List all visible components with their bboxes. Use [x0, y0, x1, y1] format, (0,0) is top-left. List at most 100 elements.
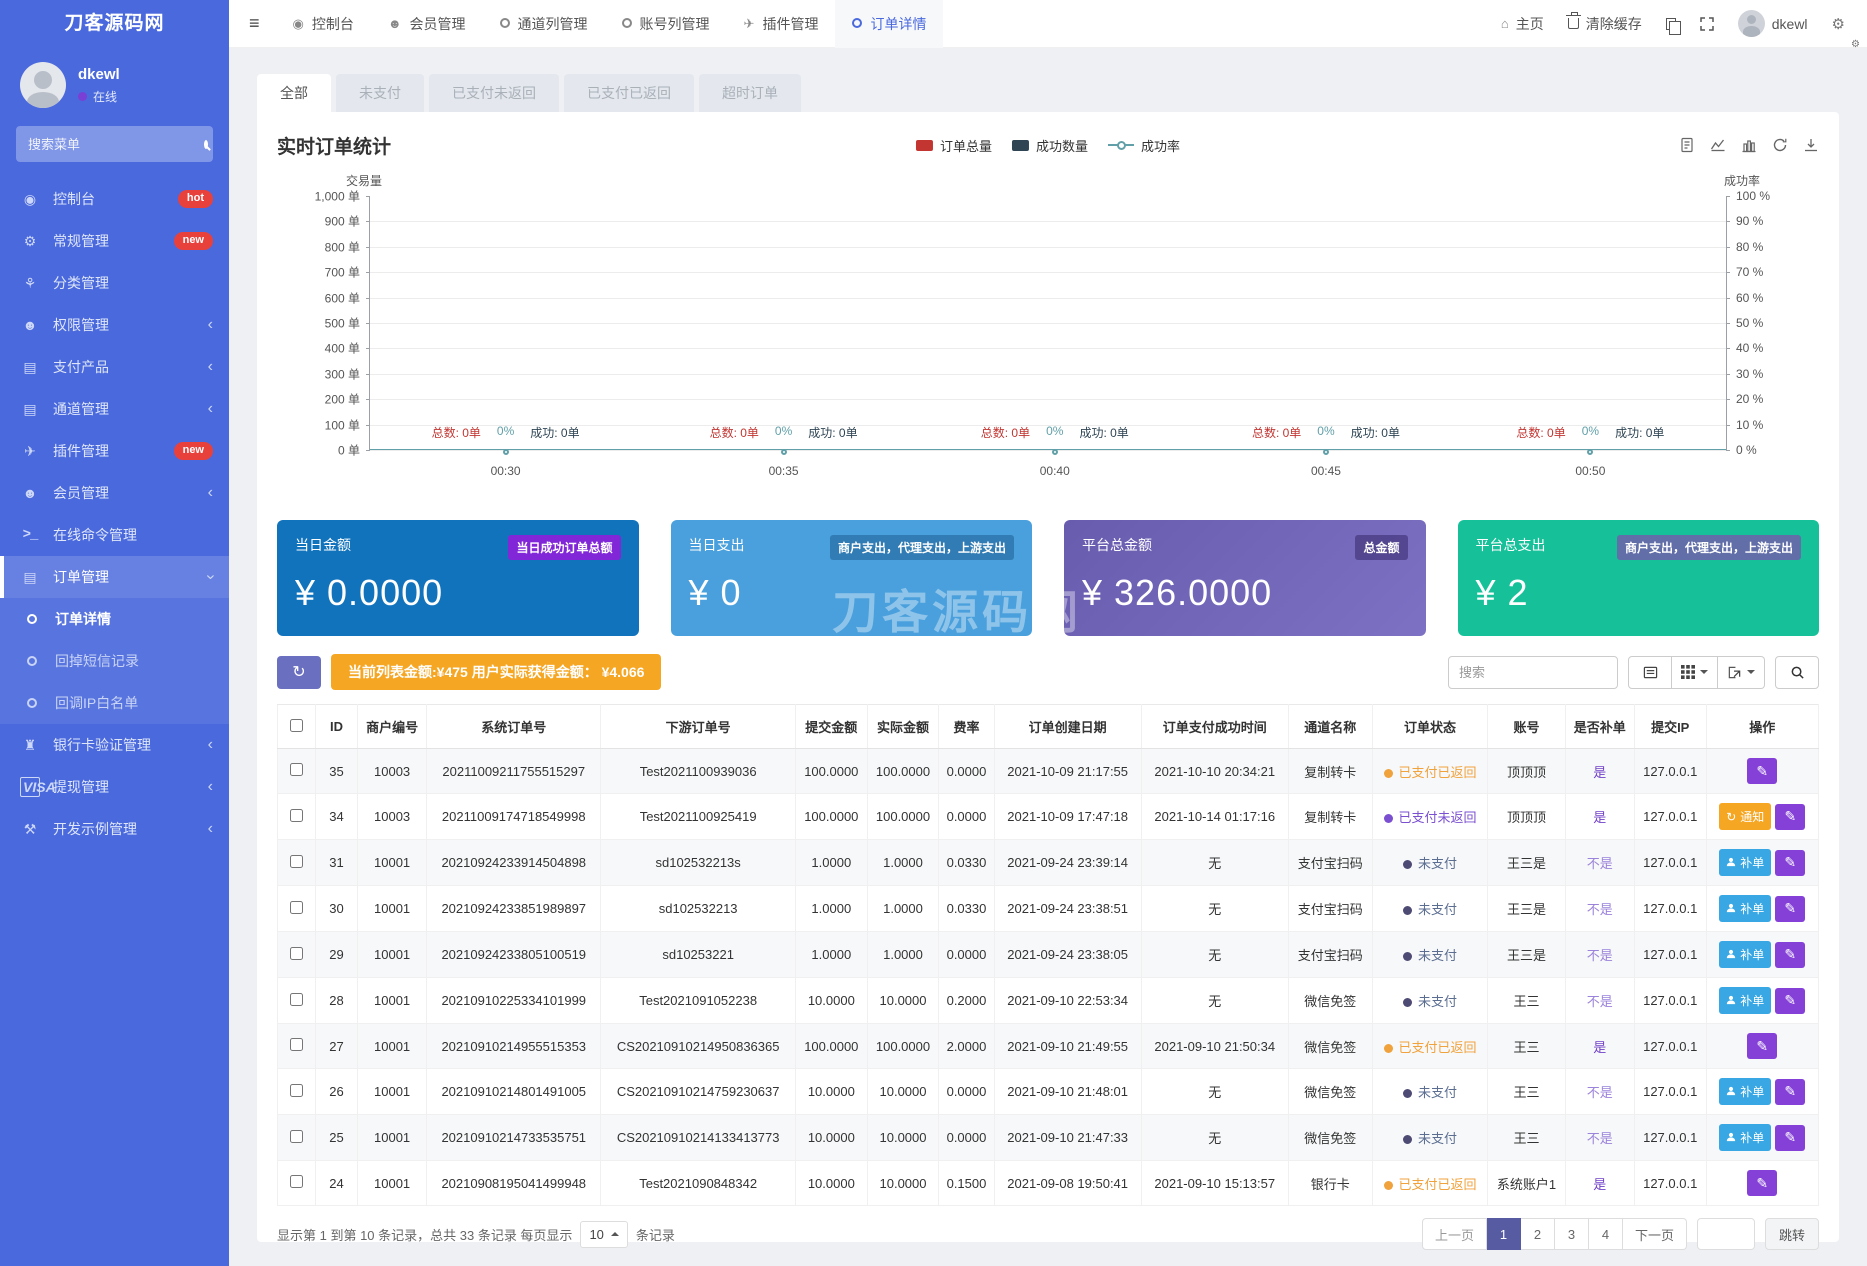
tab-全部[interactable]: 全部: [257, 74, 331, 112]
sidebar-item-dev-example[interactable]: ⚒ 开发示例管理 ‹: [0, 808, 229, 850]
sidebar-item-permission[interactable]: ☻ 权限管理 ‹: [0, 304, 229, 346]
sidebar-item-pay-product[interactable]: ▤ 支付产品 ‹: [0, 346, 229, 388]
sidebar-item-online-command[interactable]: >_ 在线命令管理: [0, 514, 229, 556]
tab-已支付未返回[interactable]: 已支付未返回: [429, 74, 559, 112]
legend-item-订单总量[interactable]: 订单总量: [915, 136, 992, 155]
sidebar-item-plugin[interactable]: ✈ 插件管理 new: [0, 430, 229, 472]
edit-button[interactable]: ✎: [1775, 941, 1806, 968]
page-button-2[interactable]: 2: [1520, 1218, 1555, 1250]
next-page-button[interactable]: 下一页: [1622, 1218, 1687, 1250]
reissue-button[interactable]: 补单: [1719, 987, 1772, 1014]
edit-button[interactable]: ✎: [1775, 1124, 1806, 1151]
row-checkbox[interactable]: [290, 854, 303, 868]
column-header-费率[interactable]: 费率: [938, 704, 995, 749]
sidebar-item-category[interactable]: ⚘ 分类管理: [0, 262, 229, 304]
edit-button[interactable]: ✎: [1747, 1033, 1778, 1059]
nav-item-member[interactable]: ☻ 会员管理: [371, 0, 483, 48]
bar-chart-icon[interactable]: [1741, 137, 1757, 153]
search-icon[interactable]: [204, 139, 208, 149]
sidebar-item-orders[interactable]: ▤ 订单管理 ‹: [0, 556, 229, 598]
home-button[interactable]: ⌂ 主页: [1489, 0, 1556, 48]
nav-item-plugin[interactable]: ✈ 插件管理: [727, 0, 836, 48]
row-checkbox[interactable]: [290, 808, 303, 822]
row-checkbox[interactable]: [290, 763, 303, 776]
column-header-订单创建日期[interactable]: 订单创建日期: [993, 704, 1142, 749]
sidebar-item-member[interactable]: ☻ 会员管理 ‹: [0, 472, 229, 514]
column-header-订单支付成功时间[interactable]: 订单支付成功时间: [1140, 704, 1289, 749]
row-checkbox[interactable]: [290, 992, 303, 1006]
sidebar-item-order-detail[interactable]: 订单详情: [0, 598, 229, 640]
column-header-通道名称[interactable]: 通道名称: [1287, 704, 1373, 749]
row-checkbox[interactable]: [290, 900, 303, 914]
jump-button[interactable]: 跳转: [1764, 1218, 1819, 1250]
column-header-账号[interactable]: 账号: [1487, 704, 1566, 749]
page-button-4[interactable]: 4: [1588, 1218, 1623, 1250]
data-view-icon[interactable]: [1679, 137, 1695, 153]
fullscreen-button[interactable]: [1688, 0, 1726, 48]
reissue-button[interactable]: 补单: [1719, 1078, 1772, 1105]
table-search-button[interactable]: [1775, 655, 1819, 689]
column-header-下游订单号[interactable]: 下游订单号: [600, 704, 796, 749]
edit-button[interactable]: ✎: [1775, 987, 1806, 1014]
column-header-操作[interactable]: 操作: [1705, 704, 1820, 749]
table-search-input[interactable]: [1448, 655, 1618, 689]
tab-超时订单[interactable]: 超时订单: [699, 74, 801, 112]
reissue-button[interactable]: 补单: [1719, 941, 1772, 968]
clear-cache-button[interactable]: 清除缓存: [1556, 0, 1654, 48]
hamburger-icon[interactable]: ≡: [249, 13, 260, 33]
page-button-1[interactable]: 1: [1486, 1218, 1521, 1250]
sidebar-item-bankcard[interactable]: ♜ 银行卡验证管理 ‹: [0, 724, 229, 766]
select-all-checkbox[interactable]: [290, 718, 303, 732]
column-header-ID[interactable]: ID: [315, 704, 358, 749]
edit-button[interactable]: ✎: [1775, 849, 1806, 876]
row-checkbox[interactable]: [290, 1129, 303, 1143]
edit-button[interactable]: ✎: [1747, 758, 1778, 784]
nav-item-order-detail[interactable]: 订单详情: [835, 0, 944, 48]
download-icon[interactable]: [1803, 137, 1819, 153]
nav-item-console[interactable]: ◉ 控制台: [276, 0, 371, 48]
tab-已支付已返回[interactable]: 已支付已返回: [564, 74, 694, 112]
sidebar-item-withdraw[interactable]: VISA 提现管理 ‹: [0, 766, 229, 808]
reissue-button[interactable]: 补单: [1719, 895, 1772, 922]
prev-page-button[interactable]: 上一页: [1421, 1218, 1487, 1250]
detail-view-button[interactable]: [1628, 655, 1672, 689]
edit-button[interactable]: ✎: [1775, 803, 1806, 830]
page-size-select[interactable]: 10: [580, 1220, 628, 1248]
columns-button[interactable]: [1672, 655, 1718, 689]
row-checkbox[interactable]: [290, 1175, 303, 1188]
column-header-商户编号[interactable]: 商户编号: [356, 704, 428, 749]
edit-button[interactable]: ✎: [1775, 895, 1806, 922]
legend-item-成功数量[interactable]: 成功数量: [1011, 136, 1088, 155]
column-header-提交IP[interactable]: 提交IP: [1633, 704, 1707, 749]
edit-button[interactable]: ✎: [1775, 1078, 1806, 1105]
page-button-3[interactable]: 3: [1554, 1218, 1589, 1250]
navbar-user[interactable]: dkewl: [1726, 0, 1820, 48]
column-header-系统订单号[interactable]: 系统订单号: [426, 704, 602, 749]
row-checkbox[interactable]: [290, 1038, 303, 1051]
nav-item-account-list[interactable]: 账号列管理: [605, 0, 727, 48]
column-header-订单状态[interactable]: 订单状态: [1371, 704, 1489, 749]
settings-button[interactable]: ⚙ ⚙: [1820, 0, 1860, 50]
column-header-实际金额[interactable]: 实际金额: [866, 704, 940, 749]
column-header-提交金额[interactable]: 提交金额: [794, 704, 868, 749]
user-avatar[interactable]: [20, 62, 66, 108]
sidebar-item-channel[interactable]: ▤ 通道管理 ‹: [0, 388, 229, 430]
legend-item-成功率[interactable]: 成功率: [1108, 136, 1180, 155]
refresh-icon[interactable]: [1772, 137, 1788, 153]
sidebar-item-console[interactable]: ◉ 控制台 hot: [0, 178, 229, 220]
clipboard-button[interactable]: [1654, 0, 1688, 48]
edit-button[interactable]: ✎: [1747, 1170, 1778, 1196]
row-checkbox[interactable]: [290, 946, 303, 960]
sidebar-item-general[interactable]: ⚙ 常规管理 new: [0, 220, 229, 262]
export-button[interactable]: [1718, 655, 1765, 689]
refresh-button[interactable]: ↻: [277, 655, 321, 689]
row-checkbox[interactable]: [290, 1083, 303, 1097]
sidebar-item-callback-sms[interactable]: 回掉短信记录: [0, 640, 229, 682]
jump-page-input[interactable]: [1696, 1218, 1755, 1250]
line-chart-icon[interactable]: [1710, 137, 1726, 153]
nav-item-channel-list[interactable]: 通道列管理: [483, 0, 605, 48]
sidebar-search-input[interactable]: [28, 136, 204, 152]
sidebar-item-callback-ip[interactable]: 回调IP白名单: [0, 682, 229, 724]
reissue-button[interactable]: 补单: [1719, 1124, 1772, 1151]
reissue-button[interactable]: 补单: [1719, 849, 1772, 876]
